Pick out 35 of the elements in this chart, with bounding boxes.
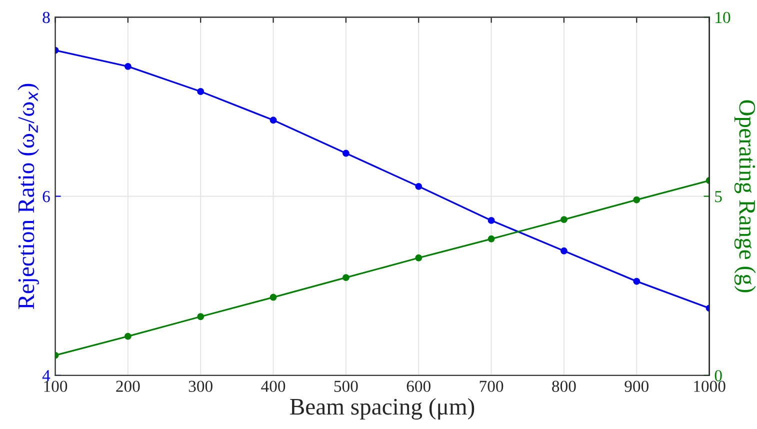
y-tick-label: 4: [42, 370, 50, 382]
x-tick-label: 600: [406, 380, 430, 392]
x-tick-label: 400: [261, 380, 286, 392]
y-axis-title: Rejection Ratio (ω$_{z}$/ω$_{x}$): [18, 84, 39, 310]
x-tick-label: 700: [480, 380, 504, 392]
y-tick-label: 8: [42, 12, 50, 24]
point: [342, 150, 350, 157]
x-tick-label: 100: [44, 380, 68, 392]
point: [415, 182, 422, 190]
y2-tick-label: 5: [715, 191, 722, 202]
x-tick-label: 300: [188, 380, 212, 392]
x-axis-title: Beam spacing (μm): [290, 398, 474, 420]
y2-tick-label: 0: [714, 370, 722, 382]
x-tick-label: 900: [624, 380, 648, 392]
x-tick-label: 200: [116, 380, 140, 392]
x-tick-label: 800: [552, 380, 576, 392]
point: [633, 278, 640, 285]
point: [633, 196, 640, 204]
point: [270, 116, 277, 124]
point: [124, 332, 132, 340]
x-tick-label: 500: [334, 380, 358, 392]
point: [197, 313, 204, 320]
point: [270, 294, 277, 301]
y2-tick-label: 10: [716, 12, 730, 24]
point: [560, 216, 568, 224]
point: [415, 254, 422, 262]
point: [488, 235, 495, 242]
point: [488, 216, 495, 224]
y-tick-label: 6: [42, 191, 50, 202]
point: [342, 274, 350, 282]
point: [124, 62, 132, 70]
x-tick-label: 1000: [694, 380, 726, 392]
point: [197, 88, 204, 95]
point: [560, 247, 568, 254]
y2-axis-title: Operating Range (g): [734, 100, 756, 292]
